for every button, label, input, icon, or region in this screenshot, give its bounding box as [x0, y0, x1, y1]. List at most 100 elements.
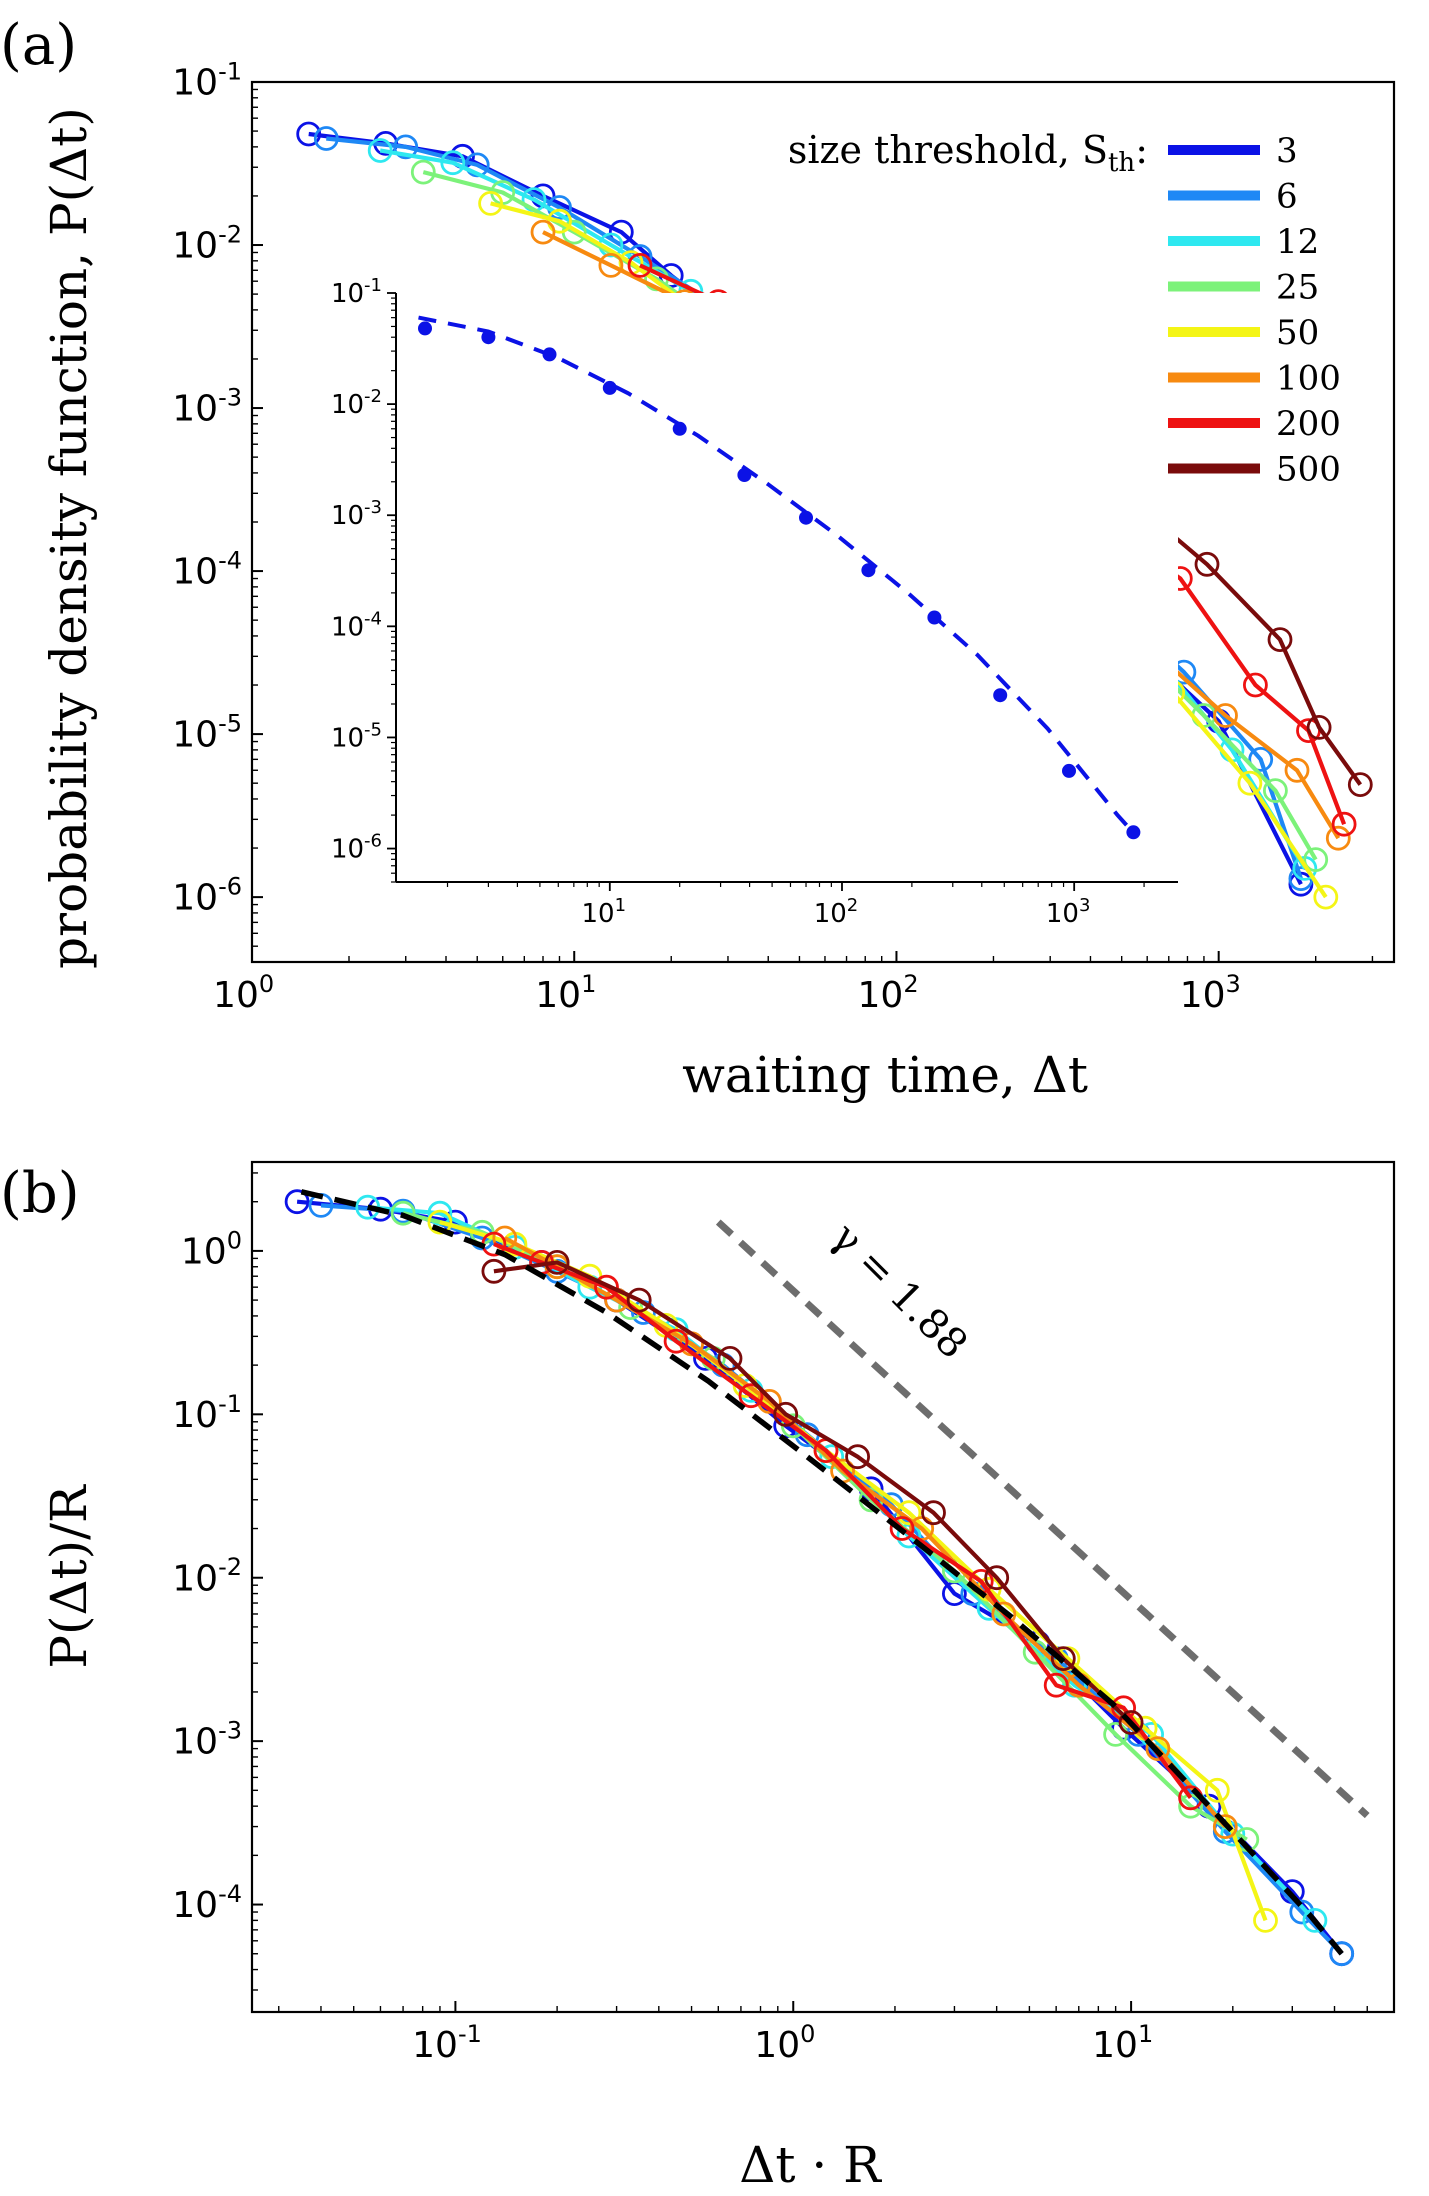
panel-b-series-point-100: [991, 1601, 1017, 1627]
panel-a-y-tick-label: 10-1: [172, 57, 242, 103]
panel-b-series-point-500: [717, 1346, 743, 1371]
inset-marks: [396, 293, 1178, 882]
panel-a-series-point-3: [296, 121, 322, 147]
panel-a-series-point-500: [1306, 715, 1332, 740]
panel-a-x-tick-label: 101: [535, 970, 596, 1016]
panel-b-series-point-50: [1253, 1908, 1278, 1933]
panel-b-series-point-500: [845, 1444, 870, 1470]
panel-a-series-point-12: [367, 138, 393, 163]
inset-data-point: [1126, 825, 1141, 840]
panel-a-axes: 100 101 102 103 10-6 10-5 10-4 10-3 10-2 10-1: [172, 57, 1396, 1016]
inset-chart: 101 102 103 10-6 10-5 10-4 10-3 10-2 10-1: [331, 275, 1178, 929]
panel-b-y-tick-label: 10-4: [172, 1880, 242, 1926]
legend-label-12: 12: [1276, 222, 1319, 262]
panel-b-x-axis-label: Δt · R: [739, 2136, 882, 2194]
inset-x-tick-label: 102: [814, 895, 859, 929]
inset-data-point: [1062, 763, 1076, 778]
panel-b-series-point-500: [984, 1565, 1010, 1591]
panel-a-series-point-6: [1248, 747, 1274, 772]
inset-data-point: [861, 563, 876, 578]
panel-b-x-tick-label: 10-1: [412, 2020, 482, 2066]
panel-a-series-point-500: [1194, 551, 1220, 577]
panel-b-fit-line: [300, 1189, 1344, 1956]
panel-b-y-tick-label: 10-3: [172, 1717, 242, 1763]
inset-y-tick-label: 10-4: [331, 608, 382, 642]
panel-a-series-point-12: [440, 150, 466, 176]
panel-a-series-point-50: [1313, 884, 1339, 910]
panel-b-series-point-200: [594, 1274, 619, 1300]
inset-y-tick-label: 10-5: [331, 719, 382, 753]
panel-b-series-point-100: [1145, 1736, 1171, 1761]
inset-data-point: [602, 380, 617, 395]
panel-b-series-point-50: [1204, 1777, 1230, 1803]
panel-b-x-tick-label: 100: [754, 2020, 815, 2066]
panel-b-series-point-500: [1118, 1710, 1144, 1735]
panel-b-series-line-500: [493, 1260, 1133, 1725]
panel-a-series-point-200: [627, 252, 653, 278]
panel-a-series-point-100: [1213, 703, 1238, 728]
panel-b-series-point-500: [1050, 1646, 1076, 1671]
panel-b-series-point-500: [481, 1258, 507, 1284]
panel-a-series-point-25: [1303, 847, 1329, 872]
panel-b-series-point-100: [1212, 1814, 1238, 1839]
panel-a-series-point-100: [598, 252, 624, 278]
panel-b-series-point-500: [773, 1401, 799, 1427]
inset-axes: 101 102 103 10-6 10-5 10-4 10-3 10-2 10-1: [331, 275, 1178, 929]
inset-background: [396, 293, 1178, 882]
panel-a-series-point-25: [410, 159, 436, 185]
panel-a-series-point-200: [1243, 672, 1268, 698]
panel-a-y-tick-label: 10-6: [172, 873, 242, 919]
legend-label-6: 6: [1276, 177, 1298, 217]
panel-b-series-point-3: [284, 1189, 310, 1215]
panel-b-series-point-6: [1329, 1941, 1355, 1967]
panel-a-series-point-500: [1347, 772, 1373, 797]
panel-a-y-tick-label: 10-5: [172, 710, 242, 756]
panel-a-x-tick-label: 103: [1180, 970, 1241, 1016]
inset-data-point: [542, 347, 557, 362]
panel-a-series-point-500: [1267, 627, 1293, 652]
legend-label-100: 100: [1276, 359, 1341, 399]
reference-slope-line: [715, 1219, 1370, 1819]
panel-b-series-line-200: [493, 1242, 1193, 1800]
panel-a-x-tick-label: 102: [858, 970, 919, 1016]
legend-label-50: 50: [1276, 313, 1319, 353]
inset-x-tick-label: 101: [582, 895, 627, 929]
panel-a-y-tick-label: 10-4: [172, 547, 242, 593]
panel-a-y-tick-label: 10-2: [172, 221, 242, 267]
inset-data-point: [737, 468, 752, 482]
inset-data-point: [927, 610, 942, 625]
panel-b-y-tick-label: 100: [181, 1226, 242, 1272]
inset-data-point: [993, 688, 1008, 703]
panel-a-series-point-6: [313, 126, 339, 151]
legend-entries: 3 6 12 25 50 100 200 500: [1168, 131, 1341, 490]
panel-a-series-point-100: [1325, 825, 1351, 851]
inset-y-tick-label: 10-1: [331, 275, 382, 309]
panel-b-series-point-12: [1302, 1908, 1328, 1933]
legend-label-3: 3: [1276, 131, 1298, 171]
panel-b-series-point-200: [738, 1383, 764, 1409]
inset-y-tick-label: 10-3: [331, 497, 382, 531]
panel-a-y-tick-label: 10-3: [172, 384, 242, 430]
legend-title: size threshold, Sth:: [788, 128, 1148, 178]
panel-a-series-point-50: [1237, 770, 1263, 796]
legend-label-200: 200: [1276, 404, 1341, 444]
panel-b-series-point-500: [921, 1500, 946, 1526]
panel-a-series-point-50: [478, 190, 504, 216]
inset-y-tick-label: 10-2: [331, 386, 382, 420]
panel-b-series-point-500: [626, 1287, 652, 1313]
legend: size threshold, Sth: 3 6 12 25 50 100 200 500: [788, 128, 1341, 490]
panel-b-series-point-50: [427, 1209, 453, 1235]
legend-label-25: 25: [1276, 268, 1319, 308]
panel-a-series-point-6: [393, 134, 419, 160]
panel-a-y-axis-label: probability density function, P(Δt): [40, 107, 98, 969]
panel-b-series-point-6: [1289, 1899, 1315, 1925]
panel-a-x-axis-label: waiting time, Δt: [682, 1046, 1088, 1104]
panel-b-series-point-200: [1043, 1672, 1069, 1698]
panel-label-a: (a): [0, 13, 77, 78]
inset-data-point: [481, 330, 496, 345]
inset-y-tick-label: 10-6: [331, 831, 382, 865]
panel-b-series-point-200: [889, 1516, 915, 1541]
panel-b-frame: [250, 1160, 1396, 2014]
inset-data-point: [418, 321, 432, 336]
